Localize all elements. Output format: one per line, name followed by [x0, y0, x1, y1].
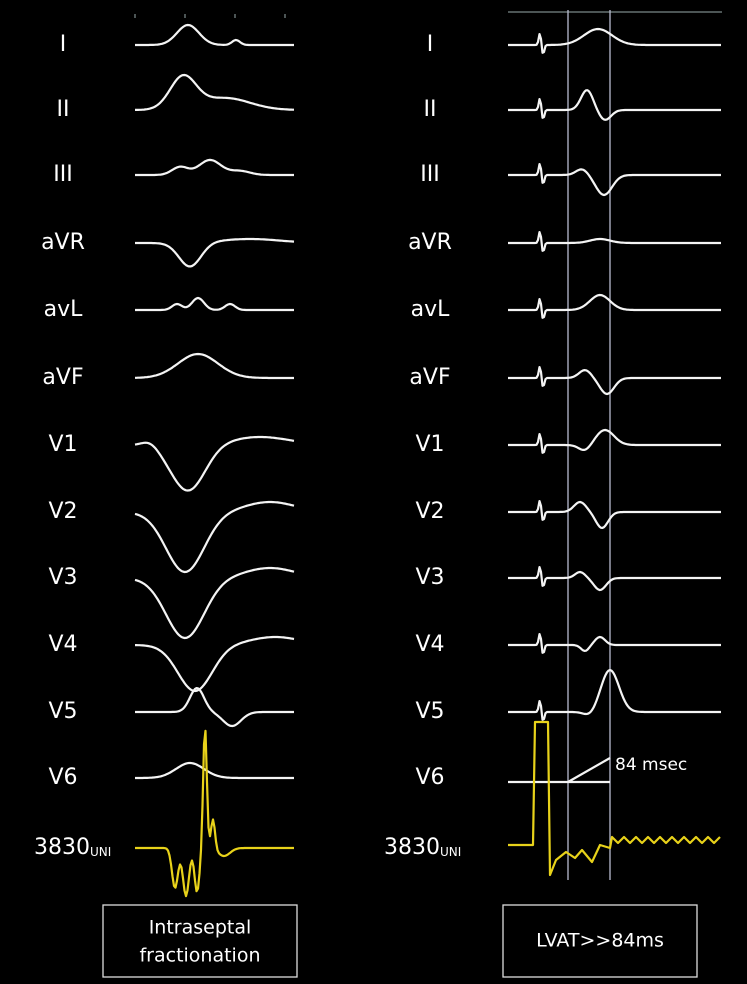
- lead-label: V6: [48, 765, 77, 790]
- waveform: [135, 73, 294, 111]
- waveform: [508, 163, 721, 197]
- caption: fractionation: [139, 945, 260, 967]
- lead-label: V5: [415, 699, 444, 724]
- waveform: [134, 435, 295, 492]
- lead-label: V2: [48, 499, 77, 524]
- waveform: [135, 23, 294, 47]
- lead-label: V6: [415, 765, 444, 790]
- waveform: [508, 366, 721, 396]
- waveform: [135, 158, 294, 177]
- lead-label: avL: [411, 297, 451, 322]
- waveform: [134, 500, 295, 574]
- waveform: [508, 293, 721, 319]
- lead-label: aVR: [41, 230, 85, 255]
- lead-label: V4: [415, 632, 444, 657]
- channel-sub: UNI: [90, 845, 111, 859]
- lead-label: V4: [48, 632, 77, 657]
- lead-label: aVR: [408, 230, 452, 255]
- caption-box: [102, 904, 298, 978]
- lead-label: aVF: [42, 365, 83, 390]
- lead-label: V1: [415, 432, 444, 457]
- lead-label: II: [57, 97, 70, 122]
- waveform: [508, 89, 721, 121]
- waveform: [508, 27, 721, 54]
- lead-label: V3: [415, 565, 444, 590]
- lead-label: III: [53, 162, 72, 187]
- waveform: [508, 428, 721, 454]
- lead-label: V1: [48, 432, 77, 457]
- channel-label: 3830: [34, 835, 90, 860]
- ruler: [134, 11, 722, 18]
- annotation: 84 msec: [615, 755, 687, 775]
- caption: LVAT>>84ms: [536, 930, 664, 952]
- waveform: [134, 566, 295, 640]
- waveform: [508, 668, 721, 721]
- waveform: [508, 231, 721, 252]
- lead-label: II: [424, 97, 437, 122]
- lead-label: aVF: [409, 365, 450, 390]
- waveform: [135, 687, 294, 728]
- lead-label: V3: [48, 565, 77, 590]
- waveform: [508, 500, 721, 529]
- waveform: [135, 352, 294, 380]
- waveform: [135, 729, 294, 898]
- waveform: [508, 720, 721, 877]
- waveform: [135, 237, 295, 268]
- lead-label: V5: [48, 699, 77, 724]
- channel-label: 3830: [384, 835, 440, 860]
- lead-label: avL: [44, 297, 84, 322]
- channel-sub: UNI: [440, 845, 461, 859]
- caption: Intraseptal: [149, 917, 252, 939]
- lead-label: I: [427, 32, 434, 57]
- lead-label: V2: [415, 499, 444, 524]
- lead-label: I: [60, 32, 67, 57]
- waveform: [135, 761, 294, 780]
- waveform: [508, 757, 611, 784]
- waveform: [508, 566, 721, 592]
- caption-box: [502, 904, 698, 978]
- waveform: [135, 296, 294, 312]
- waveform: [508, 633, 721, 654]
- lead-label: III: [420, 162, 439, 187]
- waveform: [135, 635, 295, 693]
